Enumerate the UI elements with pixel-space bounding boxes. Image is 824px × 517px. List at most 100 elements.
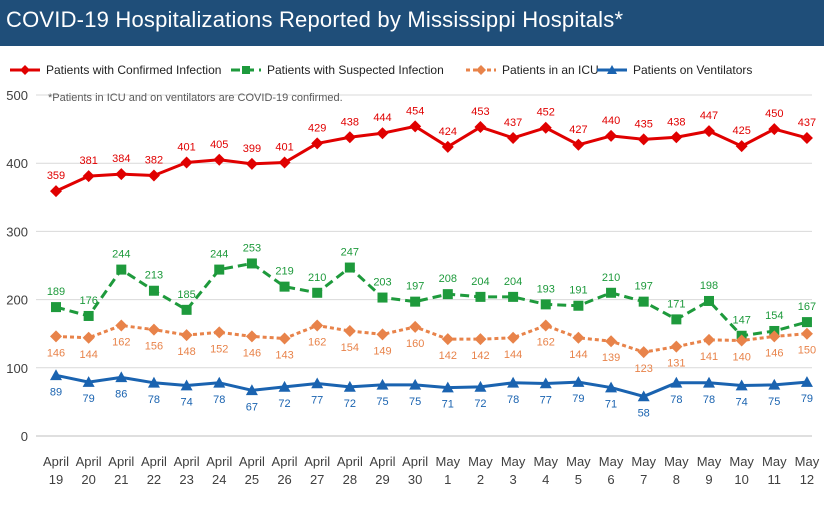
data-point — [311, 319, 324, 332]
data-label: 78 — [507, 394, 519, 406]
data-label: 438 — [667, 116, 685, 128]
data-label: 453 — [471, 106, 489, 118]
legend-entry: Patients in an ICU — [502, 63, 599, 77]
data-label: 58 — [638, 407, 650, 419]
x-tick-label-month: April — [43, 454, 69, 469]
data-label: 142 — [439, 350, 457, 362]
data-point — [312, 287, 323, 298]
data-point — [343, 380, 356, 392]
data-label: 447 — [700, 110, 718, 122]
data-point — [474, 121, 487, 134]
x-tick-label-day: 20 — [81, 472, 95, 487]
data-point — [800, 327, 813, 340]
data-label: 156 — [145, 341, 163, 353]
data-label: 437 — [798, 117, 816, 129]
data-label: 74 — [180, 397, 192, 409]
data-label: 89 — [50, 386, 62, 398]
data-point — [539, 377, 552, 389]
x-tick-label-day: 8 — [673, 472, 680, 487]
data-point — [606, 287, 617, 298]
data-point — [246, 258, 257, 269]
data-point — [180, 156, 193, 169]
data-label: 154 — [341, 342, 359, 354]
data-label: 154 — [765, 310, 783, 322]
y-tick-label: 300 — [6, 224, 28, 239]
data-label: 401 — [177, 142, 195, 154]
data-label: 140 — [732, 352, 750, 364]
data-label: 401 — [275, 142, 293, 154]
data-label: 213 — [145, 270, 163, 282]
y-tick-label: 400 — [6, 156, 28, 171]
data-point — [539, 319, 552, 332]
data-label: 162 — [112, 337, 130, 349]
data-label: 197 — [406, 281, 424, 293]
data-point — [278, 156, 291, 169]
data-point — [539, 121, 552, 134]
data-point — [343, 324, 356, 337]
data-point — [670, 340, 683, 353]
data-point — [115, 371, 128, 383]
data-label: 399 — [243, 143, 261, 155]
data-point — [245, 384, 258, 396]
x-tick-label-day: 21 — [114, 472, 128, 487]
data-label: 429 — [308, 122, 326, 134]
data-point — [572, 376, 585, 387]
x-tick-label-month: May — [762, 454, 787, 469]
data-label: 382 — [145, 154, 163, 166]
data-point — [768, 378, 781, 390]
data-label: 384 — [112, 153, 130, 165]
data-point — [474, 333, 487, 346]
data-label: 72 — [474, 398, 486, 410]
data-label: 148 — [177, 346, 195, 358]
data-point — [278, 380, 291, 392]
data-point — [311, 137, 324, 150]
data-label: 210 — [602, 272, 620, 284]
x-tick-label-day: 22 — [147, 472, 161, 487]
data-point — [507, 376, 520, 388]
x-tick-label-day: 5 — [575, 472, 582, 487]
x-tick-label-day: 1 — [444, 472, 451, 487]
data-label: 78 — [213, 394, 225, 406]
x-tick-label-day: 24 — [212, 472, 226, 487]
series-line — [55, 373, 808, 398]
data-point — [147, 323, 160, 336]
data-point — [704, 295, 714, 306]
data-label: 176 — [79, 295, 97, 307]
x-tick-label-month: May — [697, 454, 722, 469]
data-label: 359 — [47, 170, 65, 182]
data-point — [213, 153, 226, 166]
data-label: 71 — [605, 399, 617, 411]
x-tick-label-month: May — [795, 454, 820, 469]
data-label: 67 — [246, 401, 258, 413]
x-tick-label-month: May — [468, 454, 493, 469]
data-label: 78 — [670, 394, 682, 406]
data-point — [735, 379, 748, 391]
x-tick-label-day: 3 — [509, 472, 516, 487]
data-label: 425 — [732, 125, 750, 137]
data-point — [50, 185, 62, 198]
data-point — [572, 138, 585, 151]
legend-entry: Patients with Confirmed Infection — [46, 63, 221, 77]
y-tick-label: 200 — [6, 293, 28, 308]
data-label: 171 — [667, 298, 685, 310]
data-point — [801, 317, 812, 328]
x-tick-label-month: May — [533, 454, 558, 469]
data-label: 142 — [471, 350, 489, 362]
data-label: 149 — [373, 345, 391, 357]
data-label: 253 — [243, 242, 261, 254]
x-tick-label-month: April — [304, 454, 330, 469]
data-label: 146 — [765, 347, 783, 359]
data-label: 78 — [703, 394, 715, 406]
x-tick-label-month: May — [664, 454, 689, 469]
x-tick-label-month: April — [141, 454, 167, 469]
data-label: 244 — [210, 249, 228, 261]
data-point — [213, 326, 226, 339]
x-tick-label-day: 11 — [768, 472, 782, 487]
data-point — [242, 66, 250, 74]
x-tick-label-day: 26 — [277, 472, 291, 487]
data-point — [83, 310, 94, 321]
data-label: 77 — [540, 394, 552, 406]
data-label: 160 — [406, 338, 424, 350]
x-tick-label-month: May — [599, 454, 624, 469]
data-label: 424 — [439, 126, 457, 138]
